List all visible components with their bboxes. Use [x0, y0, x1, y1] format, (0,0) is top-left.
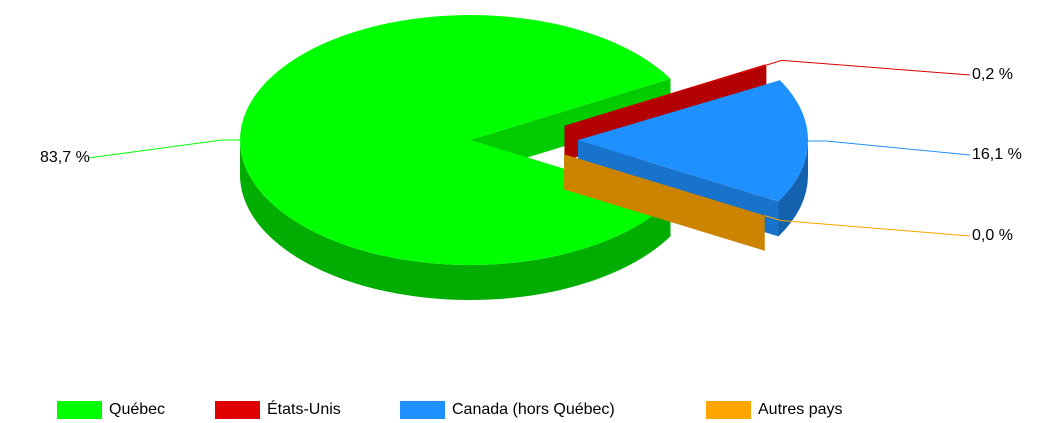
- slice: [564, 64, 767, 126]
- slice: [564, 154, 765, 216]
- legend-swatch: [57, 401, 102, 419]
- legend-label: Canada (hors Québec): [452, 401, 615, 418]
- leader-line: [765, 59, 971, 76]
- data-label: 0,0 %: [972, 227, 1013, 244]
- slice-face: [564, 154, 765, 251]
- legend-label: Québec: [109, 401, 165, 418]
- leader-line: [87, 139, 240, 159]
- data-label: 16,1 %: [972, 146, 1022, 163]
- data-label: 83,7 %: [40, 149, 90, 166]
- legend-swatch: [215, 401, 260, 419]
- slice: [239, 14, 671, 265]
- slice-side: [240, 140, 671, 300]
- legend-swatch: [400, 401, 445, 419]
- slice-side: [778, 140, 808, 237]
- legend-swatch: [706, 401, 751, 419]
- leader-line: [764, 215, 971, 237]
- legend-label: États-Unis: [267, 399, 341, 418]
- data-label: 0,2 %: [972, 66, 1013, 83]
- slice: [577, 80, 808, 202]
- legend-label: Autres pays: [758, 401, 842, 418]
- leader-line: [807, 140, 971, 156]
